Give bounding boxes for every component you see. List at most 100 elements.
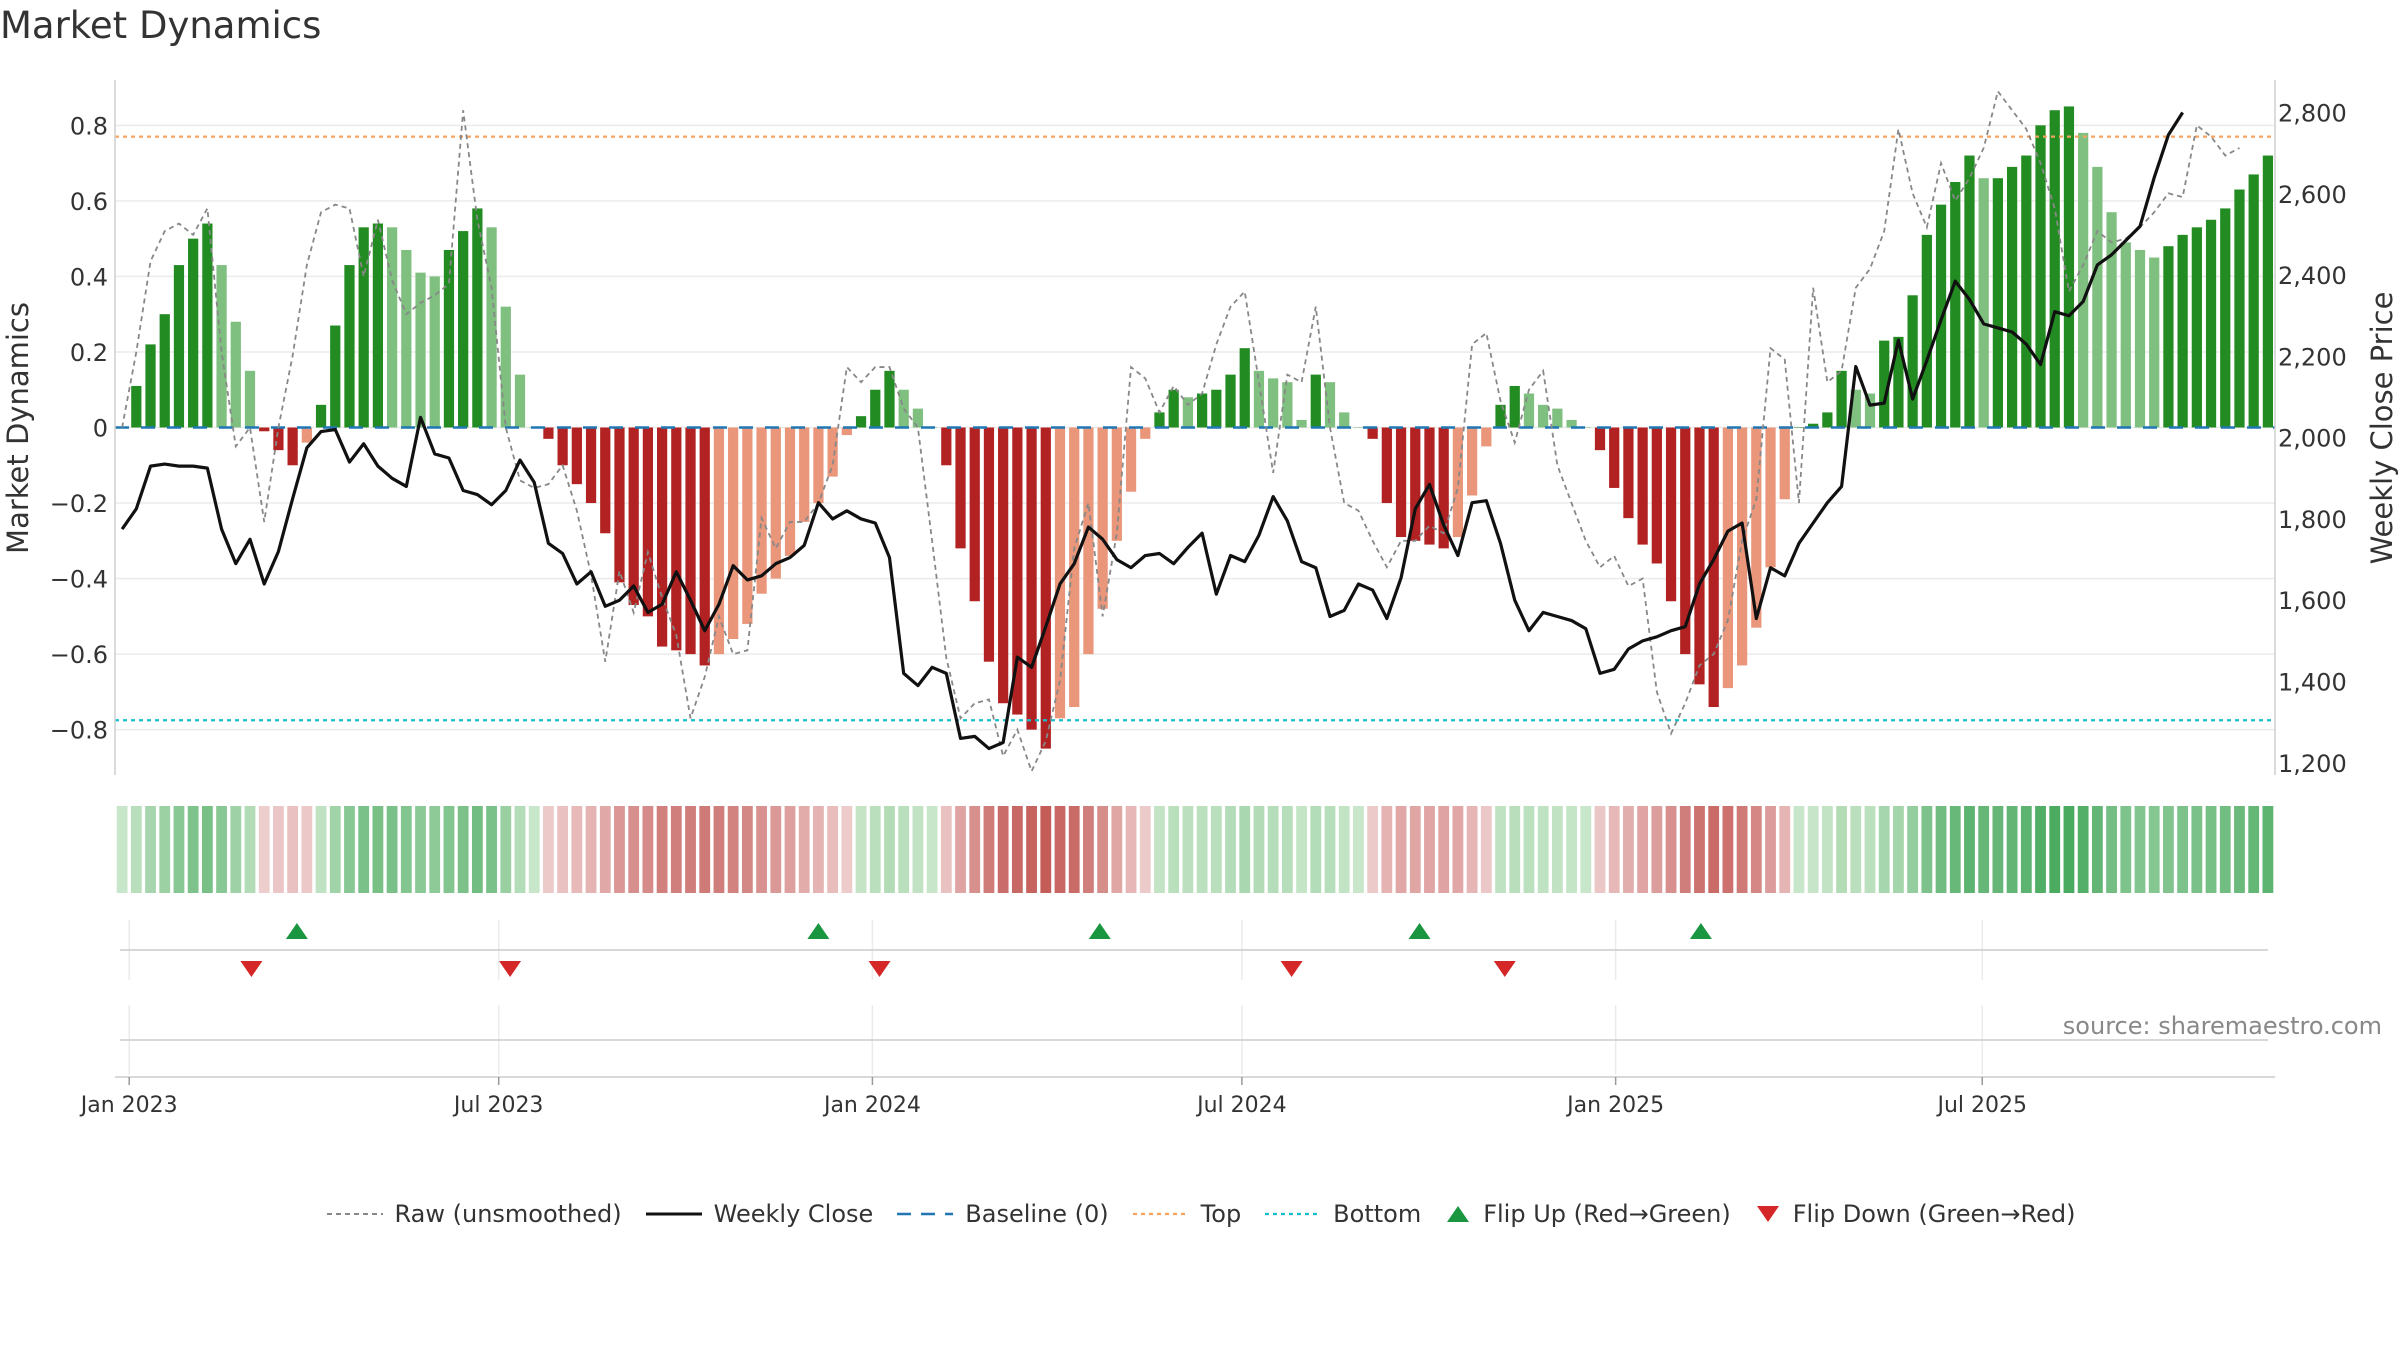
heat-strip-cell: [358, 806, 370, 893]
heat-strip-cell: [1566, 806, 1577, 893]
x-tick-label: Jan 2025: [1565, 1093, 1664, 1118]
dynamics-bar: [244, 370, 256, 428]
dynamics-bar: [969, 427, 980, 602]
dynamics-bar: [543, 427, 554, 439]
heat-strip-cell: [2177, 806, 2189, 893]
dynamics-bar: [1793, 427, 1805, 428]
dynamics-bar: [1964, 155, 1975, 428]
dynamics-bar: [841, 427, 852, 436]
dynamics-bar: [1921, 234, 1932, 428]
heat-strip-cell: [1168, 806, 1180, 893]
heat-strip-cell: [1495, 806, 1506, 893]
dynamics-bar: [1466, 427, 1478, 496]
heat-strip-cell: [1765, 806, 1776, 893]
y2-tick-label: 1,200: [2278, 750, 2347, 778]
flip-up-legend-swatch: [1447, 1206, 1470, 1222]
dynamics-bar: [2163, 246, 2174, 428]
y-tick-label: −0.2: [50, 490, 108, 518]
heat-strip-cell: [1921, 806, 1933, 893]
dynamics-bar: [131, 385, 142, 428]
y-tick-label: 0: [93, 415, 108, 443]
dynamics-bar: [1836, 370, 1847, 428]
heat-strip-cell: [2134, 806, 2146, 893]
dynamics-bar: [330, 325, 341, 428]
legend-item-baseline: Baseline (0): [895, 1200, 1109, 1228]
y2-tick-label: 1,800: [2278, 506, 2347, 534]
dynamics-bar: [2177, 234, 2188, 428]
dynamics-bar: [585, 427, 597, 504]
dynamics-bar: [642, 427, 654, 617]
heat-strip-cell: [2234, 806, 2245, 893]
heat-strip-cell: [344, 806, 355, 893]
heat-strip-cell: [855, 806, 867, 893]
dynamics-bar: [145, 344, 156, 428]
heat-strip-cell: [2006, 806, 2018, 893]
heat-strip-cell: [1452, 806, 1464, 893]
heat-strip-cell: [1239, 806, 1251, 893]
dynamics-bar: [514, 374, 526, 428]
heat-strip-cell: [2020, 806, 2032, 893]
heat-strip-cell: [2205, 806, 2217, 893]
dynamics-bar: [486, 227, 497, 428]
flip-up-marker: [1689, 923, 1712, 939]
y2-tick-label: 1,600: [2278, 587, 2347, 615]
x-tick-label: Jan 2023: [79, 1093, 178, 1118]
heat-strip-cell: [2262, 806, 2274, 893]
dynamics-bar: [301, 427, 312, 443]
heat-strip-cell: [727, 806, 739, 893]
dynamics-bar: [2063, 106, 2075, 428]
dynamics-bar: [1822, 412, 1833, 428]
dynamics-bar: [259, 427, 270, 432]
y2-tick-label: 2,200: [2278, 343, 2347, 371]
dynamics-bar: [1637, 427, 1648, 545]
heat-strip-cell: [1807, 806, 1819, 893]
heat-strip-cell: [940, 806, 952, 893]
dynamics-bar: [770, 427, 781, 579]
heat-strip-cell: [1722, 806, 1734, 893]
heat-strip-cell: [670, 806, 682, 893]
dynamics-bar: [472, 208, 483, 428]
dynamics-bar: [941, 427, 952, 466]
heat-strip-cell: [1594, 806, 1606, 893]
dynamics-bar: [884, 370, 895, 428]
dynamics-bar: [1609, 427, 1620, 488]
heat-strip-cell: [2248, 806, 2260, 893]
heat-strip-cell: [1679, 806, 1691, 893]
raw-legend-swatch: [326, 1213, 383, 1215]
heat-strip-cell: [741, 806, 753, 893]
y2-axis-label: Weekly Close Price: [2365, 292, 2399, 565]
heat-strip-cell: [2163, 806, 2174, 893]
y2-tick-label: 2,600: [2278, 181, 2347, 209]
heat-strip-cell: [1623, 806, 1634, 893]
y-tick-label: −0.4: [50, 566, 108, 594]
dynamics-bar: [614, 427, 625, 583]
legend-label: Flip Up (Red→Green): [1483, 1200, 1731, 1228]
heat-strip-cell: [145, 806, 156, 893]
heat-strip-cell: [201, 806, 213, 893]
dynamics-bars: [116, 106, 2274, 749]
dynamics-bar: [1083, 427, 1094, 655]
heat-strip-cell: [1992, 806, 2004, 893]
dynamics-bar: [1722, 427, 1734, 689]
heat-strip-cell: [1338, 806, 1350, 893]
heat-strip-cell: [386, 806, 398, 893]
heat-strip-cell: [216, 806, 227, 893]
heat-strip-cell: [1097, 806, 1109, 893]
heat-strip-cell: [912, 806, 924, 893]
dynamics-bar: [443, 249, 455, 428]
dynamics-bar: [656, 427, 668, 647]
dynamics-bar: [173, 265, 185, 428]
legend-label: Flip Down (Green→Red): [1792, 1200, 2076, 1228]
legend-item-bottom: Bottom: [1263, 1200, 1421, 1228]
dynamics-bar: [713, 427, 725, 655]
heat-strip-cell: [2077, 806, 2089, 893]
heat-strip-cell: [1196, 806, 1208, 893]
heat-strip-cell: [1068, 806, 1080, 893]
heat-strip-cell: [1353, 806, 1364, 893]
dynamics-bar: [1253, 370, 1265, 428]
dynamics-bar: [813, 427, 824, 504]
heat-strip-cell: [1537, 806, 1549, 893]
heat-strip-cell: [528, 806, 540, 893]
dynamics-bar: [784, 427, 796, 556]
dynamics-bar: [159, 314, 170, 428]
